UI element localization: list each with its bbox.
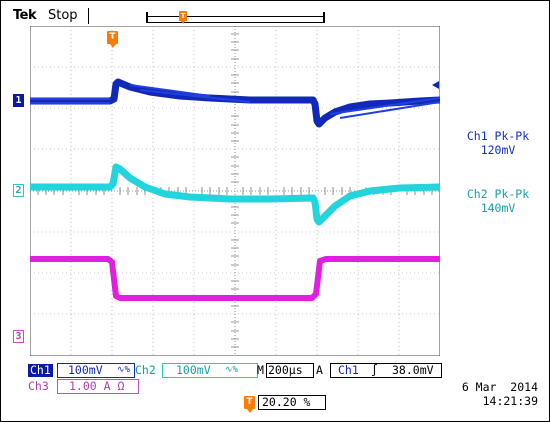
ch2-ground-marker[interactable]: 2	[13, 184, 24, 197]
ch3-scale-box[interactable]	[57, 379, 139, 394]
ch2-measurement: Ch2 Pk-Pk 140mV	[452, 187, 544, 215]
ch1-bw-icon: ∿%	[117, 365, 130, 375]
trigger-position-box[interactable]	[258, 395, 326, 410]
center-axes	[30, 26, 440, 356]
ch2-bw-icon: ∿%	[225, 365, 238, 375]
timebase-box[interactable]	[266, 363, 314, 378]
ch2-name[interactable]: Ch2	[135, 363, 156, 377]
ch2-measurement-label: Ch2 Pk-Pk	[466, 187, 530, 201]
timebase-value: 200µs	[268, 363, 303, 377]
record-bar-right-edge	[323, 12, 324, 23]
ch1-scale: 100mV	[68, 363, 103, 377]
ch2-measurement-value: 140mV	[480, 201, 516, 215]
trigger-box[interactable]	[330, 363, 442, 378]
ch3-ground-marker[interactable]: 3	[13, 330, 24, 343]
date-text: 6 Mar 2014	[461, 380, 538, 394]
timestamp: 6 Mar 2014 14:21:39	[452, 380, 538, 408]
record-bar-left-edge	[146, 12, 147, 23]
trigger-level: 38.0mV	[392, 363, 434, 377]
record-position-bar[interactable]	[147, 12, 325, 23]
trigger-slope-icon: ∫	[371, 363, 378, 377]
trigger-position: 20.20 %	[262, 395, 311, 409]
timebase-mode: M	[257, 363, 264, 377]
trigger-source: Ch1	[338, 363, 359, 377]
ch2-waveform	[30, 163, 440, 226]
ch1-measurement-value: 120mV	[480, 143, 516, 157]
ch1-scale-box[interactable]	[57, 363, 135, 378]
trigger-position-marker-icon: T	[244, 396, 255, 413]
acquisition-state: Stop	[48, 8, 78, 23]
trigger-position-icon[interactable]: T	[107, 31, 118, 48]
ch1-name: Ch1	[28, 363, 53, 377]
ch1-readout[interactable]: Ch1	[28, 364, 53, 377]
header-divider	[88, 8, 89, 24]
ch1-measurement: Ch1 Pk-Pk 120mV	[452, 129, 544, 157]
ch3-waveform	[30, 256, 440, 301]
ch1-waveform	[30, 78, 440, 128]
ch1-ground-marker[interactable]: 1	[13, 94, 24, 107]
record-trigger-marker-icon: T	[179, 11, 187, 24]
ch1-measurement-label: Ch1 Pk-Pk	[466, 129, 530, 143]
ch2-scale: 100mV	[176, 363, 211, 377]
waveform-graticule	[30, 26, 440, 356]
time-text: 14:21:39	[482, 394, 538, 408]
trigger-level-icon[interactable]	[432, 81, 439, 89]
ch3-scale: 1.00 A Ω	[69, 379, 125, 393]
ch2-scale-box[interactable]	[162, 363, 258, 378]
acquisition-mode: A	[316, 363, 323, 377]
ch3-name[interactable]: Ch3	[28, 379, 49, 393]
brand-logo: Tek	[13, 8, 37, 23]
